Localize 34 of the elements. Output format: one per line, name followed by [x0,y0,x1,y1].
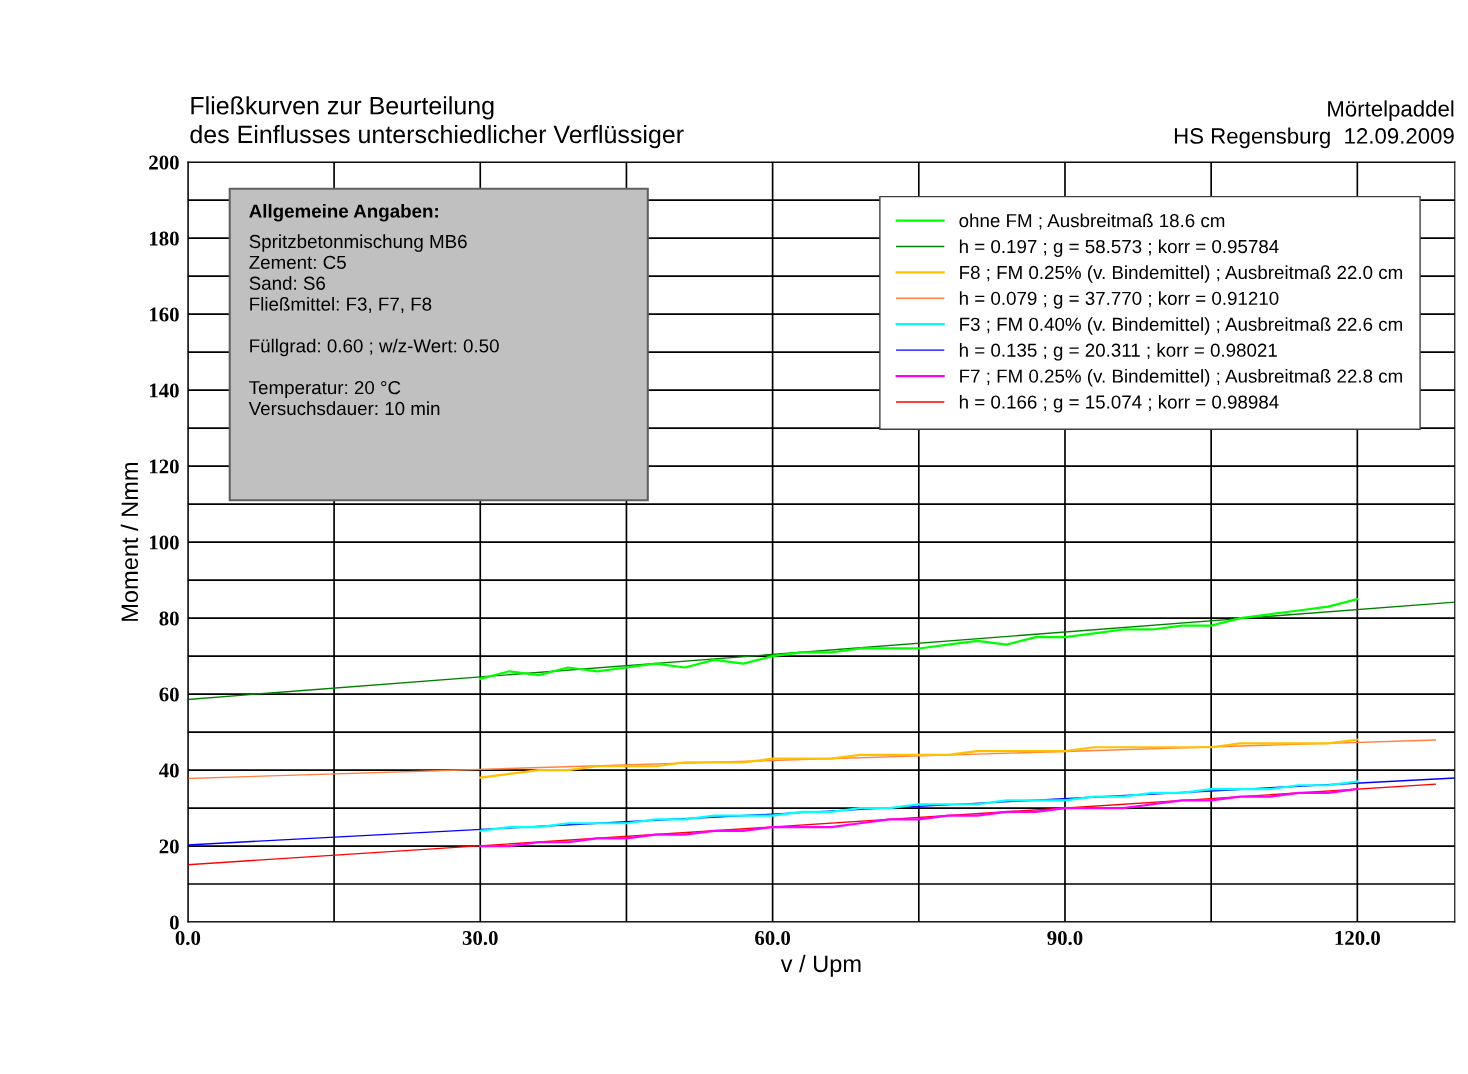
chart-title: Fließkurven zur Beurteilung des Einflusses unterschiedlicher Verflüssiger [190,96,684,149]
y-tick-label: 20 [159,839,179,854]
line-series [479,597,1359,680]
x-axis-title: v / Upm [780,954,861,977]
legend-label: F8 ; FM 0.25% (v. Bindemittel) ; Ausbreitmaß 22.0 cm [960,265,1402,283]
legend-label: h = 0.166 ; g = 15.074 ; korr = 0.98984 [959,394,1279,413]
legend-label: ohne FM ; Ausbreitmaß 18.6 cm [959,213,1225,230]
x-tick-label: 90.0 [1047,930,1083,946]
y-tick-label: 200 [149,155,179,170]
line-series [479,738,1359,779]
y-axis-title: Moment / Nmm [120,462,139,621]
line-series [479,787,1359,848]
y-tick-label: 0 [169,915,179,930]
y-tick-label: 180 [149,231,179,246]
line-series [479,780,1359,832]
y-tick-label: 100 [149,535,179,550]
legend-label: h = 0.079 ; g = 37.770 ; korr = 0.91210 [959,291,1279,309]
text: Spritzbetonmischung MB6 Zement: C5 Sand: S6 Fließmittel: F3, F7, F8 Füllgrad: 0.60 ; w/z-Wert: 0.50 Temperatur: 20 °C Versuchsdauer: 10 min [248,234,499,416]
x-tick-label: 120.0 [1335,930,1380,946]
chart-subtitle: Mörtelpaddel HS Regensburg 12.09.2009 [1174,100,1454,149]
x-tick-label: 30.0 [462,930,498,946]
y-tick-label: 140 [149,383,179,398]
x-tick-label: 0.0 [175,930,201,946]
y-tick-label: 60 [159,687,179,702]
legend-label: F7 ; FM 0.25% (v. Bindemittel) ; Ausbreitmaß 22.8 cm [960,369,1402,387]
y-tick-label: 40 [159,763,179,778]
y-tick-label: 80 [159,611,179,626]
y-tick-label: 160 [149,307,179,322]
legend-label: h = 0.135 ; g = 20.311 ; korr = 0.98021 [959,343,1277,361]
legend-label: F3 ; FM 0.40% (v. Bindemittel) ; Ausbreitmaß 22.6 cm [960,317,1402,335]
y-tick-label: 120 [149,459,179,474]
annotation: Allgemeine Angaben: [249,203,438,222]
legend-label: h = 0.197 ; g = 58.573 ; korr = 0.95784 [959,239,1279,257]
x-tick-label: 60.0 [755,930,791,946]
